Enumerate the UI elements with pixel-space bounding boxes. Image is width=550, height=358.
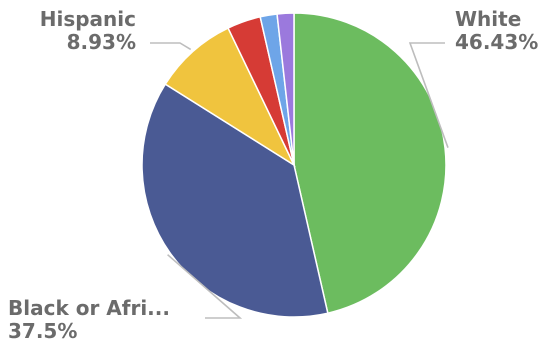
- pie-slice-black: [141, 83, 329, 318]
- pie-slice-hispanic: [164, 27, 296, 168]
- data-label-hispanic: Hispanic 8.93%: [40, 8, 136, 54]
- slice-label-black: Black or Afri...: [8, 296, 170, 320]
- data-label-black: Black or Afri... 37.5%: [8, 297, 170, 343]
- leader-line-hispanic: [150, 42, 192, 51]
- slice-label-white: White: [455, 7, 522, 31]
- leader-line-black: [167, 254, 243, 319]
- pie-slice-white: [293, 12, 447, 315]
- leader-lines: [150, 42, 449, 319]
- slice-value-white: 46.43%: [455, 30, 539, 54]
- slice-value-black: 37.5%: [8, 319, 78, 343]
- pie-slice-other-3: [276, 12, 295, 166]
- leader-line-white: [408, 42, 449, 148]
- slice-value-hispanic: 8.93%: [66, 30, 136, 54]
- pie-slices: [141, 12, 447, 318]
- slice-label-hispanic: Hispanic: [39, 7, 136, 31]
- data-label-white: White 46.43%: [455, 8, 538, 54]
